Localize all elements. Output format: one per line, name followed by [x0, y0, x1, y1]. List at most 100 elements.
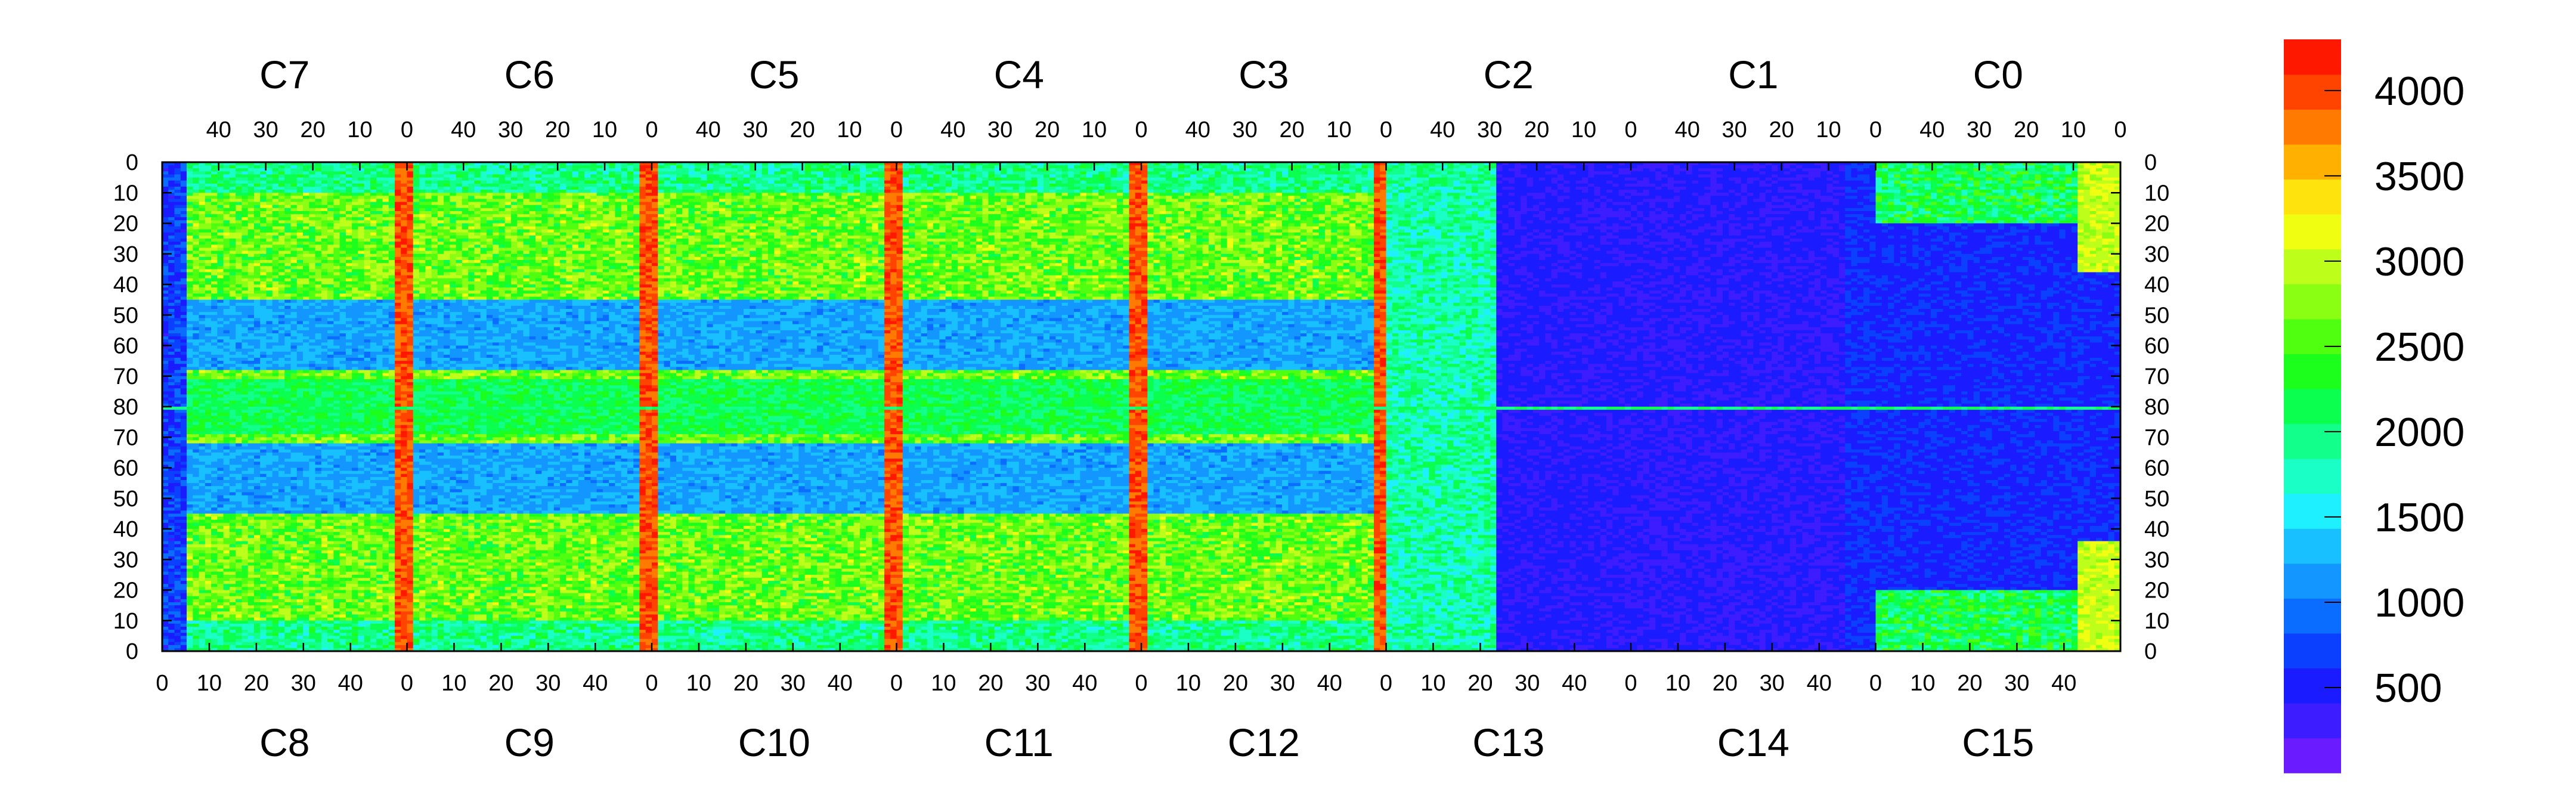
heatmap-cell	[2066, 165, 2072, 169]
heatmap-cell	[823, 184, 829, 187]
heatmap-cell	[1252, 175, 1258, 178]
heatmap-cell	[1086, 175, 1093, 178]
heatmap-cell	[1815, 175, 1821, 178]
heatmap-cell	[603, 178, 609, 181]
heatmap-cell	[1404, 178, 1411, 181]
heatmap-cell	[1637, 181, 1643, 184]
heatmap-cell	[1288, 184, 1295, 187]
heatmap-cell	[1038, 178, 1044, 181]
heatmap-cell	[456, 175, 463, 178]
heatmap-cell	[1790, 181, 1797, 184]
heatmap-cell	[1325, 171, 1332, 175]
heatmap-cell	[1264, 178, 1270, 181]
heatmap-cell	[1392, 181, 1399, 184]
heatmap-cell	[1496, 181, 1503, 184]
heatmap-cell	[903, 165, 909, 169]
heatmap-cell	[450, 165, 456, 169]
heatmap-cell	[1760, 181, 1766, 184]
heatmap-cell	[658, 184, 664, 187]
heatmap-cell	[376, 168, 383, 172]
heatmap-cell	[327, 181, 334, 184]
heatmap-cell	[890, 171, 897, 175]
heatmap-cell	[1154, 184, 1160, 187]
heatmap-cell	[175, 165, 181, 169]
heatmap-cell	[1986, 178, 1992, 181]
heatmap-cell	[1704, 175, 1711, 178]
heatmap-cell	[1747, 175, 1754, 178]
heatmap-cell	[309, 178, 315, 181]
heatmap-cell	[2047, 178, 2054, 181]
heatmap-cell	[1735, 168, 1741, 172]
heatmap-cell	[273, 165, 279, 169]
heatmap-cell	[530, 184, 536, 187]
heatmap-cell	[1055, 168, 1062, 172]
heatmap-cell	[1710, 175, 1717, 178]
heatmap-cell	[1312, 175, 1319, 178]
heatmap-cell	[1019, 184, 1026, 187]
heatmap-cell	[621, 168, 628, 172]
heatmap-cell	[1337, 165, 1343, 169]
heatmap-cell	[199, 175, 206, 178]
heatmap-cell	[939, 165, 946, 169]
heatmap-cell	[1423, 175, 1429, 178]
heatmap-cell	[988, 175, 995, 178]
heatmap-cell	[1209, 184, 1215, 187]
heatmap-cell	[915, 175, 921, 178]
heatmap-cell	[1533, 175, 1540, 178]
heatmap-cell	[1111, 168, 1117, 172]
heatmap-cell	[921, 184, 928, 187]
heatmap-cell	[1386, 178, 1393, 181]
heatmap-cell	[260, 175, 267, 178]
heatmap-cell	[1784, 168, 1791, 172]
heatmap-cell	[193, 181, 199, 184]
heatmap-cell	[952, 178, 958, 181]
heatmap-cell	[1386, 168, 1393, 172]
heatmap-cell	[395, 168, 401, 172]
heatmap-cell	[1049, 184, 1056, 187]
heatmap-cell	[884, 184, 891, 187]
heatmap-cell	[1741, 165, 1748, 169]
heatmap-cell	[1147, 178, 1154, 181]
heatmap-cell	[903, 171, 909, 175]
heatmap-cell	[1404, 175, 1411, 178]
heatmap-cell	[2072, 171, 2078, 175]
heatmap-cell	[1918, 165, 1925, 169]
heatmap-cell	[1104, 175, 1111, 178]
heatmap-cell	[903, 168, 909, 172]
heatmap-cell	[829, 178, 836, 181]
heatmap-cell	[1496, 165, 1503, 169]
heatmap-cell	[1361, 175, 1368, 178]
heatmap-cell	[903, 184, 909, 187]
heatmap-cell	[701, 168, 707, 172]
heatmap-cell	[1068, 175, 1075, 178]
heatmap-cell	[1747, 168, 1754, 172]
heatmap-cell	[762, 181, 769, 184]
heatmap-cell	[1386, 171, 1393, 175]
heatmap-cell	[781, 181, 787, 184]
heatmap-cell	[1606, 175, 1613, 178]
heatmap-cell	[1588, 181, 1594, 184]
heatmap-cell	[517, 168, 524, 172]
heatmap-cell	[713, 181, 720, 184]
heatmap-cell	[1741, 168, 1748, 172]
heatmap-cell	[762, 175, 769, 178]
heatmap-cell	[1900, 168, 1907, 172]
heatmap-cell	[1295, 165, 1301, 169]
heatmap-cell	[1068, 165, 1075, 169]
heatmap-cell	[1135, 175, 1142, 178]
heatmap-cell	[774, 165, 781, 169]
heatmap-cell	[958, 168, 964, 172]
heatmap-cell	[1215, 178, 1221, 181]
heatmap-cell	[1245, 181, 1252, 184]
heatmap-cell	[395, 181, 401, 184]
heatmap-cell	[2059, 171, 2066, 175]
heatmap-cell	[713, 171, 720, 175]
heatmap-cell	[897, 178, 903, 181]
heatmap-cell	[505, 181, 512, 184]
heatmap-cell	[505, 175, 512, 178]
heatmap-cell	[1013, 178, 1019, 181]
heatmap-cell	[1760, 165, 1766, 169]
heatmap-cell	[621, 178, 628, 181]
heatmap-cell	[1741, 175, 1748, 178]
heatmap-cell	[1753, 178, 1760, 181]
